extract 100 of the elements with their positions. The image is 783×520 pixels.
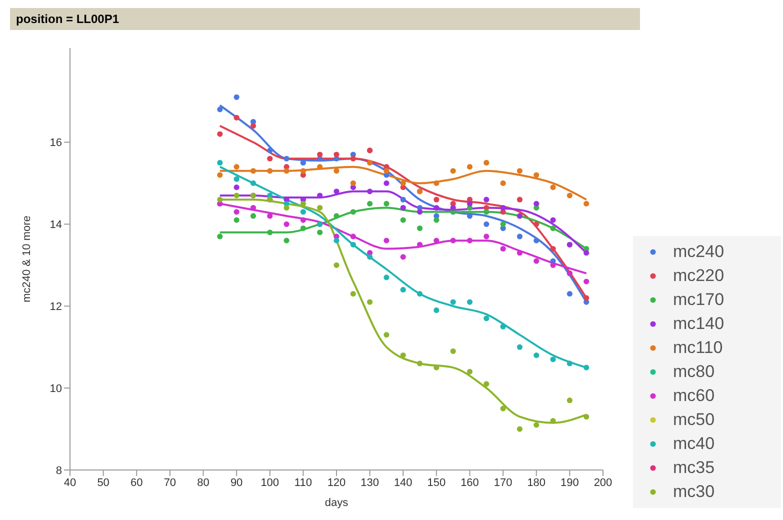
x-tick-label: 120 [327,476,346,489]
point [484,381,490,387]
point [234,176,240,182]
x-tick-label: 170 [494,476,512,489]
point [550,217,556,223]
point [484,196,490,202]
x-tick-label: 40 [64,476,76,489]
x-tick-label: 60 [130,476,143,489]
point [484,209,490,215]
point [584,200,590,206]
point [550,356,556,362]
point [234,94,240,100]
point [250,168,256,174]
point [466,299,473,305]
point [434,180,440,186]
point [434,238,440,244]
point [516,344,523,350]
point [250,204,256,211]
x-tick-label: 100 [260,476,280,489]
point [450,348,456,354]
x-tick-label: 190 [560,476,579,489]
point [416,291,423,297]
point [234,217,240,223]
legend-label: mc35 [673,458,715,478]
point [300,160,306,166]
point [350,156,356,162]
point [534,172,540,178]
point [466,368,473,374]
x-tick-label: 80 [197,476,210,489]
point [317,192,323,198]
point [516,234,523,240]
point [234,192,240,198]
y-tick-label: 8 [56,464,62,477]
point [500,221,506,227]
point [217,106,223,112]
point [384,332,390,338]
x-axis-title: days [324,497,349,509]
point [434,196,440,202]
point [217,234,223,240]
point [317,230,323,236]
point [500,180,506,186]
point [484,234,490,240]
point [217,172,223,178]
point [234,164,240,170]
point [566,360,572,366]
point [334,188,340,194]
point [250,213,256,219]
point [250,180,256,186]
point [300,168,306,174]
legend-label: mc170 [673,290,724,310]
point [267,168,273,174]
point [466,238,473,244]
point [384,180,390,186]
legend-label: mc80 [673,362,715,382]
point [334,213,340,219]
point [534,221,540,227]
point [550,246,556,252]
point [384,168,390,174]
point [400,286,406,293]
point [566,192,572,198]
point [234,184,240,190]
point [267,230,273,236]
point [534,258,540,264]
point [516,426,523,432]
point [584,364,590,370]
point [350,209,356,215]
point [234,114,240,120]
point [516,250,523,256]
x-tick-label: 50 [97,476,110,489]
point [267,213,273,219]
point [250,123,256,129]
point [284,156,290,162]
point [584,278,590,284]
x-tick-label: 200 [594,476,612,489]
point [284,204,290,211]
point [434,217,440,223]
point [350,180,356,186]
point [300,217,306,223]
point [384,200,390,206]
point [466,200,473,206]
point [367,188,373,194]
point [384,238,390,244]
point [584,250,590,256]
point [584,295,590,301]
point [466,164,473,170]
point [484,160,490,166]
point [434,307,440,314]
point [284,221,290,227]
point [484,316,490,322]
point [400,180,406,186]
point [434,204,440,211]
point [217,131,223,137]
point [550,262,556,268]
x-tick-label: 110 [294,476,312,489]
point [450,299,456,305]
point [550,225,556,232]
point [400,254,406,260]
point [566,291,572,297]
point [400,204,406,211]
y-axis-title: mc240 & 10 more [20,216,33,302]
